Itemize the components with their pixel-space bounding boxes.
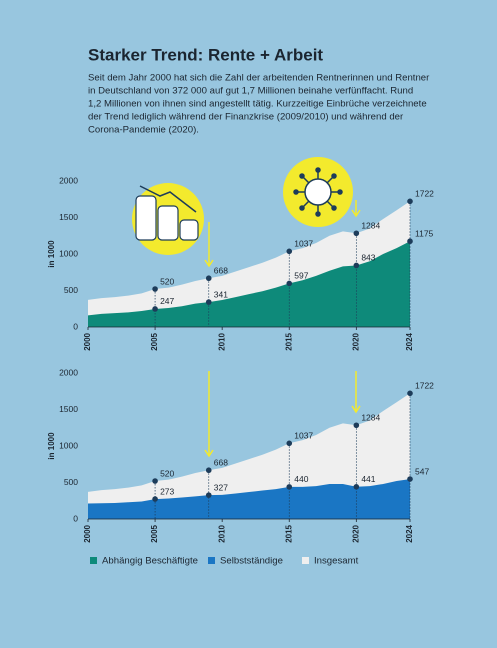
legend-label: Selbstständige [220, 556, 283, 567]
marker [205, 467, 212, 474]
y-tick-label: 0 [73, 321, 78, 331]
value-label: 1722 [415, 381, 434, 391]
marker [353, 230, 360, 237]
value-label: 1175 [415, 228, 434, 238]
legend-label: Insgesamt [314, 556, 359, 567]
value-label: 1037 [294, 239, 313, 249]
x-tick-label: 2015 [284, 332, 293, 350]
legend-label: Abhängig Beschäftigte [102, 556, 198, 567]
y-tick-label: 2000 [59, 175, 78, 185]
marker [152, 286, 158, 292]
y-tick-label: 500 [64, 285, 78, 295]
paragraph-line: Seit dem Jahr 2000 hat sich die Zahl der… [88, 73, 430, 84]
marker [407, 238, 413, 245]
value-label: 597 [294, 271, 308, 281]
marker [286, 280, 293, 287]
marker [286, 248, 293, 255]
value-label: 341 [214, 289, 228, 299]
x-tick-label: 2000 [83, 524, 92, 542]
value-label: 1284 [361, 413, 380, 423]
y-axis-label: in 1000 [47, 240, 56, 268]
value-label: 327 [214, 482, 228, 492]
legend-swatch [90, 557, 97, 564]
marker [407, 390, 413, 397]
marker [152, 306, 158, 312]
y-tick-label: 0 [73, 513, 78, 523]
value-label: 843 [361, 253, 375, 263]
value-label: 1284 [361, 221, 380, 231]
x-tick-label: 2020 [351, 524, 360, 542]
virus-icon [283, 157, 353, 227]
x-tick-label: 2024 [405, 524, 414, 542]
marker [205, 275, 212, 282]
arrows [204, 200, 361, 458]
paragraph-line: der Trend lediglich während der Finanzkr… [88, 112, 404, 123]
value-label: 1722 [415, 189, 434, 199]
marker [353, 422, 360, 429]
marker [286, 440, 293, 447]
area [88, 241, 410, 327]
coins-icon [132, 183, 204, 255]
value-label: 668 [214, 457, 228, 467]
y-axis-label: in 1000 [47, 432, 56, 460]
marker [407, 198, 413, 205]
x-tick-label: 2020 [351, 332, 360, 350]
x-tick-label: 2000 [83, 332, 92, 350]
value-label: 247 [160, 296, 174, 306]
title: Starker Trend: Rente + Arbeit [88, 45, 323, 64]
y-tick-label: 1000 [59, 440, 78, 450]
value-label: 273 [160, 486, 174, 496]
legend-swatch [208, 557, 215, 564]
legend-swatch [302, 557, 309, 564]
x-tick-label: 2005 [150, 332, 159, 350]
value-label: 520 [160, 468, 174, 478]
marker [205, 299, 212, 305]
paragraph-line: in Deutschland von 372 000 auf gut 1,7 M… [88, 86, 413, 97]
x-tick-label: 2010 [217, 524, 226, 542]
marker [286, 484, 293, 490]
x-tick-label: 2015 [284, 524, 293, 542]
marker [407, 476, 413, 482]
value-label: 440 [294, 474, 308, 484]
marker [152, 478, 158, 484]
value-label: 520 [160, 276, 174, 286]
area [88, 479, 410, 519]
marker [353, 262, 360, 269]
paragraph-line: 1,2 Millionen von ihnen sind angestellt … [88, 99, 427, 110]
x-tick-label: 2005 [150, 524, 159, 542]
x-tick-label: 2024 [405, 332, 414, 350]
x-tick-label: 2010 [217, 332, 226, 350]
y-tick-label: 1500 [59, 404, 78, 414]
paragraph-line: Corona-Pandemie (2020). [88, 125, 199, 136]
y-tick-label: 1000 [59, 248, 78, 258]
marker [152, 496, 158, 502]
marker [205, 492, 212, 498]
value-label: 1037 [294, 431, 313, 441]
value-label: 547 [415, 466, 429, 476]
marker [353, 484, 360, 490]
y-tick-label: 2000 [59, 367, 78, 377]
value-label: 441 [361, 474, 375, 484]
value-label: 668 [214, 265, 228, 275]
y-tick-label: 1500 [59, 212, 78, 222]
y-tick-label: 500 [64, 477, 78, 487]
